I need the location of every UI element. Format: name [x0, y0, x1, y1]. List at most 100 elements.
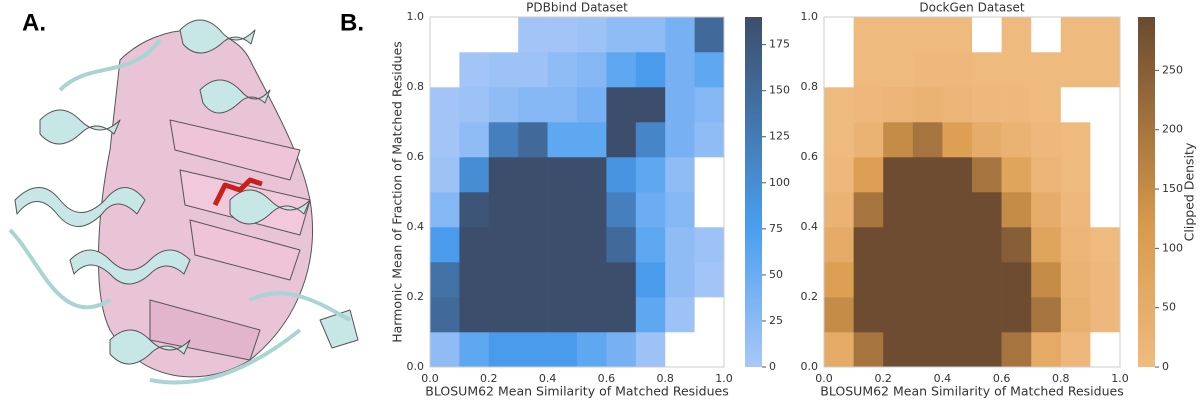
heatmap-cell — [1090, 227, 1121, 263]
heatmap-cell — [518, 332, 548, 368]
heatmap-cell — [1031, 297, 1062, 333]
heatmap-cell — [488, 157, 519, 193]
heatmap-cell — [912, 297, 943, 333]
heatmap-cell — [694, 157, 725, 193]
heatmap-cell — [972, 157, 1002, 193]
heatmap-cell — [547, 17, 578, 53]
plot-frame — [823, 16, 1121, 368]
heatmap-cell — [459, 17, 490, 53]
heatmap-cell — [518, 192, 548, 228]
heatmap-cell — [459, 122, 490, 158]
heatmap-cell — [430, 87, 460, 123]
colorbar-tick-label: 125 — [769, 130, 790, 143]
heatmap-cell — [665, 297, 695, 333]
heatmap-cell — [883, 332, 914, 368]
heatmap-cell — [883, 122, 914, 158]
heatmap-cell — [1060, 17, 1091, 53]
heatmap-cell — [853, 157, 884, 193]
colorbar-tick-label: 150 — [1162, 182, 1183, 195]
chart-title: DockGen Dataset — [919, 1, 1025, 15]
heatmap-cell — [912, 157, 943, 193]
heatmap-cell — [942, 157, 973, 193]
heatmap-cell — [824, 87, 854, 123]
heatmap-cell — [912, 87, 943, 123]
heatmap-cell — [606, 262, 637, 298]
heatmap-cell — [972, 227, 1002, 263]
heatmap-cell — [1060, 192, 1091, 228]
x-tick-label: 0.6 — [993, 372, 1011, 385]
heatmap-cell — [488, 297, 519, 333]
heatmap — [824, 17, 1121, 368]
heatmap-cell — [430, 52, 460, 88]
heatmap-cell — [577, 332, 607, 368]
heatmap-cell — [1001, 332, 1032, 368]
heatmap-cell — [853, 192, 884, 228]
y-tick-label: 0.4 — [407, 220, 425, 233]
heatmap-cell — [518, 227, 548, 263]
heatmap-cell — [853, 262, 884, 298]
heatmap-cell — [824, 227, 854, 263]
heatmap-cell — [1090, 297, 1121, 333]
x-axis-label: BLOSUM62 Mean Similarity of Matched Resi… — [820, 384, 1123, 399]
heatmap-cell — [459, 192, 490, 228]
heatmap-cell — [665, 332, 695, 368]
heatmap-cell — [488, 87, 519, 123]
plot-frame — [429, 16, 725, 368]
x-tick-label: 0.2 — [480, 372, 498, 385]
heatmap-cell — [1031, 157, 1062, 193]
heatmap-cell — [1001, 52, 1032, 88]
heatmap-cell — [972, 87, 1002, 123]
y-tick-label: 0.2 — [801, 290, 819, 303]
heatmap-cell — [1031, 332, 1062, 368]
y-tick-label: 0.2 — [407, 290, 425, 303]
heatmap-cell — [1060, 227, 1091, 263]
heatmap-cell — [518, 262, 548, 298]
heatmap-cell — [635, 192, 666, 228]
heatmap-cell — [665, 157, 695, 193]
heatmap-cell — [518, 157, 548, 193]
heatmap-cell — [912, 52, 943, 88]
heatmap-cell — [1001, 17, 1032, 53]
heatmap-cell — [606, 227, 637, 263]
x-tick-label: 0.8 — [1052, 372, 1070, 385]
heatmap-cell — [1001, 227, 1032, 263]
heatmap-cell — [577, 192, 607, 228]
heatmap-cell — [824, 17, 854, 53]
y-tick-label: 0.4 — [801, 220, 819, 233]
protein-structure — [8, 19, 359, 385]
heatmap-cell — [883, 227, 914, 263]
heatmap-cell — [635, 157, 666, 193]
colorbar-tick-label: 175 — [769, 38, 790, 51]
x-tick-label: 0.2 — [874, 372, 892, 385]
x-tick-label: 0.4 — [934, 372, 952, 385]
heatmap-cell — [1001, 192, 1032, 228]
colorbar-tick-label: 250 — [1162, 63, 1183, 76]
heatmap-cell — [1031, 52, 1062, 88]
heatmap-cell — [912, 122, 943, 158]
x-tick-label: 0.0 — [815, 372, 833, 385]
heatmap-cell — [665, 262, 695, 298]
heatmap-cell — [972, 17, 1002, 53]
y-tick-label: 0.6 — [407, 150, 425, 163]
heatmap-cell — [1090, 192, 1121, 228]
y-tick-label: 0.0 — [801, 360, 819, 373]
heatmap-cell — [853, 122, 884, 158]
colorbar-tick-label: 150 — [769, 84, 790, 97]
heatmap-cell — [972, 192, 1002, 228]
heatmap-cell — [1090, 262, 1121, 298]
heatmap-cell — [972, 122, 1002, 158]
heatmap-cell — [606, 157, 637, 193]
heatmap-cell — [665, 227, 695, 263]
heatmap-cell — [547, 87, 578, 123]
heatmap-cell — [430, 262, 460, 298]
heatmap-cell — [606, 332, 637, 368]
heatmap-cell — [972, 297, 1002, 333]
heatmap-cell — [942, 262, 973, 298]
heatmap-cell — [1001, 122, 1032, 158]
x-axis-label: BLOSUM62 Mean Similarity of Matched Resi… — [425, 384, 728, 399]
colorbar-tick-label: 50 — [769, 268, 783, 281]
heatmap-cell — [1090, 87, 1121, 123]
heatmap-cell — [577, 122, 607, 158]
heatmap-cell — [577, 157, 607, 193]
